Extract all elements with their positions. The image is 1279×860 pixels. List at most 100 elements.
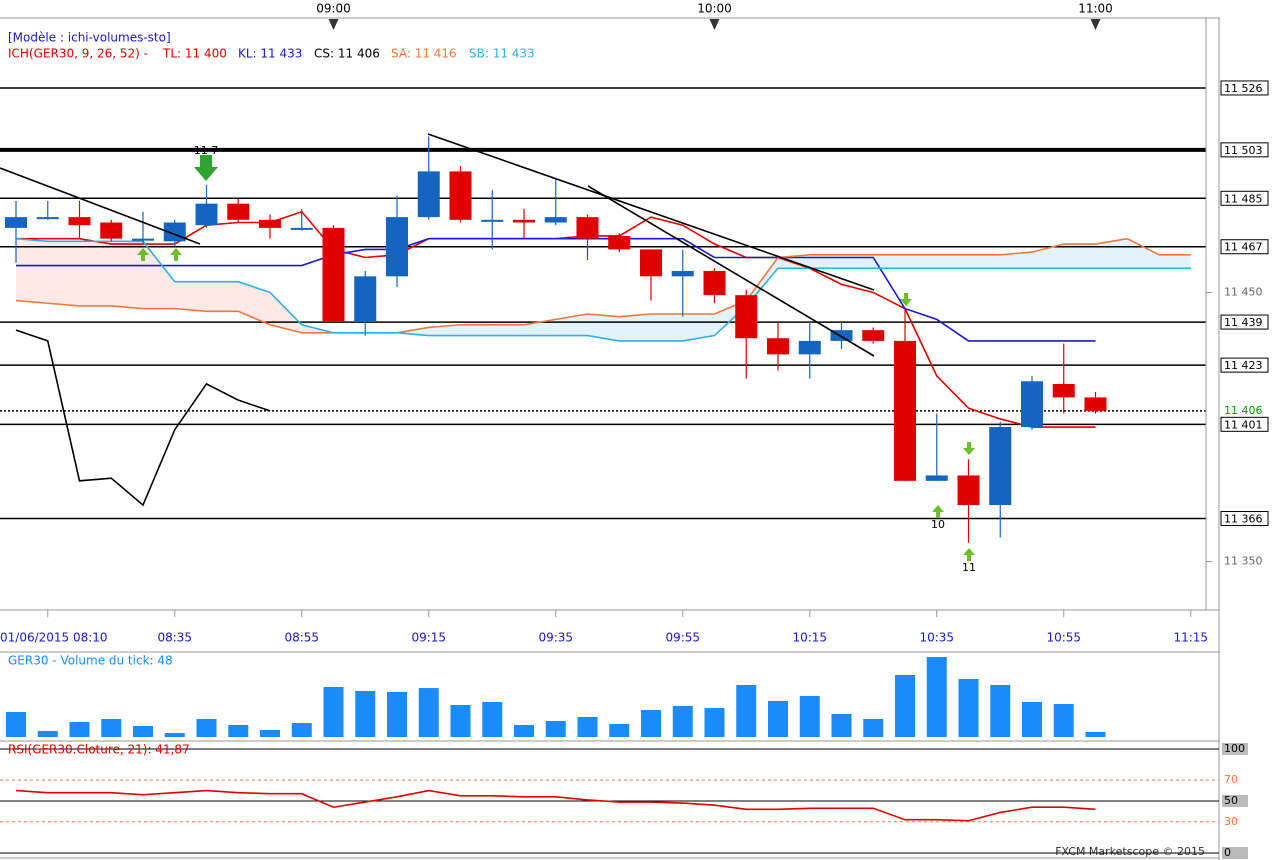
model-label: [Modèle : ichi-volumes-sto] [8, 31, 171, 45]
candles [5, 136, 1107, 543]
level-label-box [1220, 314, 1269, 330]
arrow-up [170, 248, 182, 261]
top-tick-label: 11:00 [1078, 2, 1113, 16]
cs-label: CS: 11 406 [314, 47, 380, 61]
cloud-segment [460, 324, 493, 336]
candle-body [703, 270, 726, 296]
volume-bar [228, 725, 249, 737]
level-label: 11 423 [1224, 359, 1263, 372]
annotation: 10 [931, 518, 945, 531]
candle-body [481, 219, 504, 222]
level-label-box [1220, 357, 1269, 373]
candle-body [608, 235, 631, 250]
level-label-box [1220, 80, 1269, 96]
y-tick-box [1222, 847, 1248, 860]
annotation: 11 7 [194, 144, 219, 157]
indicator-line [15, 237, 1191, 342]
volume-bar [545, 720, 566, 737]
level-label: 11 467 [1224, 241, 1263, 254]
candle-body [227, 203, 250, 220]
cloud-segment [143, 241, 175, 309]
indicator-lines [15, 210, 1191, 507]
x-tick-label: 10:15 [792, 631, 827, 645]
candle-body [354, 276, 377, 323]
trend-line [587, 185, 875, 357]
volume-bar [101, 718, 122, 737]
candle-body [1021, 381, 1043, 428]
cloud-segment [555, 314, 588, 336]
volume-bar [514, 725, 534, 737]
volume-bar [736, 685, 757, 737]
level-label-box [1220, 416, 1269, 432]
x-tick-label: 08:35 [157, 631, 192, 645]
trend-line [427, 133, 875, 291]
x-tick-label: 09:55 [665, 631, 700, 645]
candle-body [259, 219, 281, 228]
volume-bar [355, 690, 376, 737]
arrow-up [963, 548, 975, 561]
arrow-up [137, 248, 149, 261]
volume-bar [387, 692, 407, 737]
volume-bar [37, 730, 58, 737]
top-tick [1090, 19, 1101, 30]
level-label: 11 526 [1224, 82, 1263, 95]
sb-label: SB: 11 433 [469, 47, 535, 61]
sa-label: SA: 11 416 [391, 47, 457, 61]
cloud-segment [206, 281, 239, 312]
cloud-segment [1159, 254, 1191, 269]
cloud-segment [651, 314, 683, 341]
cloud-segment [16, 238, 48, 304]
x-tick-label: 01/06/2015 08:10 [0, 631, 108, 645]
candle-body [957, 475, 980, 506]
candle-body [417, 171, 440, 218]
current-price-label: 11 406 [1224, 404, 1263, 417]
level-label-box [1220, 190, 1269, 206]
volume-bar [323, 687, 344, 737]
footer: FXCM Marketscope © 2015 [1055, 845, 1205, 858]
cloud-segment [79, 241, 112, 306]
cloud-segment [682, 314, 715, 341]
top-tick-label: 09:00 [316, 2, 351, 16]
frames [0, 17, 1220, 860]
volume-bar [133, 725, 153, 737]
x-tick-label: 11:15 [1173, 631, 1208, 645]
panel-title: RSI(GER30.Cloture, 21): 41,87 [8, 743, 190, 757]
arrow-up [932, 505, 944, 518]
candle-body [640, 249, 662, 277]
y-tick-label: 11 350 [1224, 555, 1263, 568]
volume-bar [990, 685, 1011, 737]
candle-body [767, 338, 789, 355]
volume-bar [1022, 702, 1042, 737]
indicator-line [15, 237, 1191, 334]
candle-body [513, 219, 535, 223]
cloud-segment [47, 241, 80, 306]
x-tick-label: 10:35 [919, 631, 954, 645]
cloud-segment [968, 254, 1001, 269]
x-tick-label: 08:55 [284, 631, 319, 645]
top-tick [709, 19, 720, 30]
candle-body [68, 217, 91, 226]
x-tick-label: 10:55 [1046, 631, 1081, 645]
indicator-line [15, 329, 271, 507]
cloud-segment [1063, 244, 1096, 269]
panel-title: GER30 - Volume du tick: 48 [8, 654, 173, 668]
level-label: 11 485 [1224, 192, 1263, 205]
volume-bar [482, 702, 503, 737]
volume-bar [418, 688, 439, 737]
level-label-box [1220, 511, 1269, 527]
volume-bar [672, 705, 693, 737]
level-label-box [1220, 142, 1269, 158]
volume-bar [768, 700, 788, 737]
level-label: 11 366 [1224, 513, 1263, 526]
cloud-segment [905, 254, 937, 269]
candle-body [1084, 397, 1107, 411]
x-tick-label: 09:15 [411, 631, 446, 645]
volume-bar [641, 710, 661, 737]
volume-bar [1053, 703, 1074, 737]
tl-label: TL: 11 400 [162, 47, 227, 61]
candle-body [1052, 383, 1075, 398]
y-tick-label: 100 [1224, 742, 1245, 755]
top-tick-label: 10:00 [697, 2, 732, 16]
